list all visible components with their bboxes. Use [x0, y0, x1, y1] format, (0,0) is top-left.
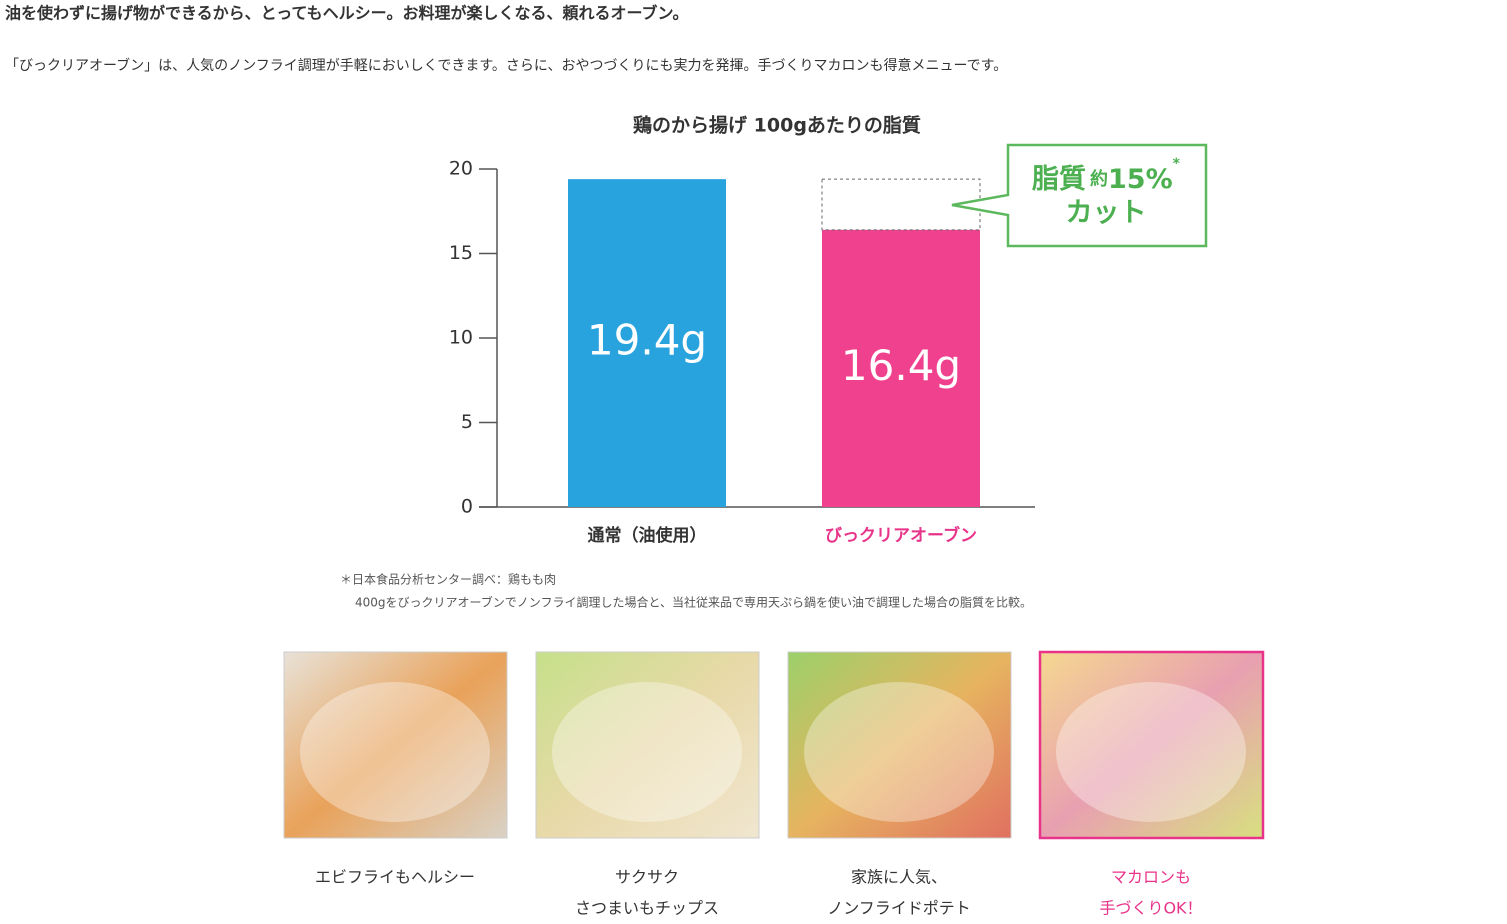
value-label: 16.4g	[841, 341, 961, 390]
photo	[787, 651, 1012, 839]
photo-caption: 手づくりOK！	[1099, 899, 1202, 918]
callout-mark: *	[1173, 156, 1181, 172]
x-tick-label: びっクリアオーブン	[825, 525, 977, 546]
callout-amount: 15%	[1108, 164, 1173, 195]
photo-plate	[804, 682, 994, 822]
y-tick-label: 15	[449, 242, 473, 264]
callout: 脂質 約15%* カット	[951, 143, 1208, 248]
photo-caption: エビフライもヘルシー	[315, 868, 475, 887]
photo-caption: ノンフライドポテト	[827, 899, 971, 918]
photo-caption: 家族に人気、	[851, 868, 947, 887]
footnote: 400gをびっクリアオーブンでノンフライ調理した場合と、当社従来品で専用天ぷら鍋…	[355, 595, 1032, 610]
x-tick-label: 通常（油使用）	[588, 525, 707, 546]
photo-plate	[300, 682, 490, 822]
y-tick-label: 5	[461, 411, 473, 433]
photo	[1038, 650, 1265, 840]
photo	[535, 651, 760, 839]
callout-text: 脂質 約15%*	[1032, 156, 1181, 195]
photo-plate	[552, 682, 742, 822]
bar	[568, 179, 726, 507]
photo-caption: さつまいもチップス	[575, 899, 719, 918]
photo-caption: サクサク	[615, 868, 679, 887]
y-tick-label: 0	[461, 496, 473, 518]
callout-box	[951, 143, 1208, 248]
callout-approx: 約	[1090, 168, 1108, 190]
photo-plate	[1056, 682, 1246, 822]
footnote: ＊日本食品分析センター調べ：鶏もも肉	[340, 572, 556, 587]
y-tick-label: 20	[449, 158, 473, 180]
intro: 「びっクリアオーブン」は、人気のノンフライ調理が手軽においしくできます。さらに、…	[5, 57, 1007, 74]
y-tick-label: 10	[449, 327, 473, 349]
callout-action: カット	[1066, 198, 1147, 229]
photo	[283, 651, 508, 839]
header-title: 油を使わずに揚げ物ができるから、とってもヘルシー。お料理が楽しくなる、頼れるオー…	[5, 4, 689, 23]
value-label: 19.4g	[587, 316, 707, 365]
photo-caption: マカロンも	[1111, 868, 1191, 887]
bar	[822, 229, 980, 507]
reference-outline	[821, 178, 981, 231]
chart-title: 鶏のから揚げ 100gあたりの脂質	[633, 114, 921, 137]
callout-word: 脂質	[1032, 164, 1086, 195]
